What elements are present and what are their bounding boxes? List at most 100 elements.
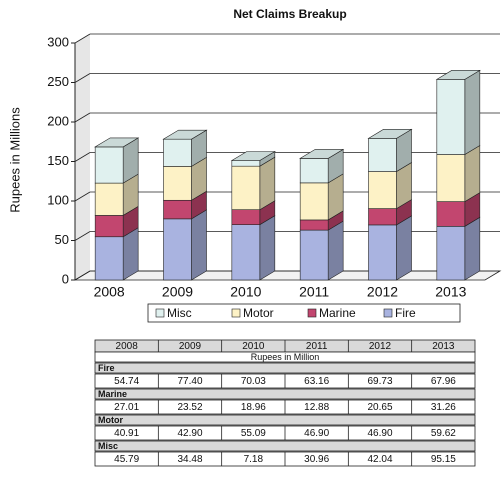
table-cell: 7.18 [244,454,264,465]
table-cell: 30.96 [304,454,329,465]
table-cell: 23.52 [177,402,202,413]
table-cell: 31.26 [431,402,456,413]
table-cell: 45.79 [114,454,139,465]
bar [436,226,466,281]
bar [299,219,329,231]
bar-side [396,215,412,281]
bar [299,229,329,281]
table-cell: 42.90 [177,428,202,439]
table-cell: 46.90 [367,428,392,439]
table-cell: 67.96 [431,376,456,387]
bar [163,166,192,201]
table-section: Marine [98,389,127,399]
bar-side [191,209,207,281]
y-tick-label: 300 [47,34,69,49]
legend-swatch [231,308,241,318]
bar-side [327,220,344,281]
grid-line [74,152,91,162]
bar [163,199,192,220]
bar [436,79,466,155]
table-header: 2011 [306,341,328,352]
y-tick-label: 150 [47,153,69,168]
legend-swatch [383,308,393,318]
bar-top [230,151,276,161]
floor [73,270,502,281]
bar-side [464,216,481,281]
bar-top [367,129,413,139]
table-section: Motor [98,415,123,425]
legend-box [147,303,461,323]
table-cell: 55.09 [241,428,266,439]
bar [299,158,329,184]
y-tick-label: 0 [62,271,69,286]
table-cell: 34.48 [177,454,202,465]
bar-top [299,149,345,159]
bar [436,154,466,202]
table-cell: 63.16 [304,376,329,387]
table-section: Misc [98,441,118,451]
bar [368,138,397,172]
legend-label: Fire [395,306,416,320]
bar [436,201,466,227]
grid-line [74,73,91,83]
bar [231,209,261,225]
grid-line [74,270,91,281]
legend-label: Misc [167,306,192,320]
table-section: Fire [98,363,115,373]
legend-swatch [307,308,317,318]
bar [368,208,397,226]
legend-label: Motor [243,306,274,320]
table-cell: 95.15 [431,454,456,465]
chart-title: Net Claims Breakup [233,7,346,21]
grid-line [74,191,91,202]
bar [94,236,124,281]
table-row [94,388,476,400]
table-cell: 54.74 [114,376,139,387]
table-cell: 59.62 [431,428,456,439]
bar [299,182,329,221]
bar-side [259,215,276,281]
y-tick-label: 200 [47,113,69,128]
bar [163,218,192,281]
table-header: 2009 [179,341,202,352]
bar [94,146,124,184]
x-tick-label: 2013 [435,284,466,300]
grid-line [74,33,91,44]
table-cell: 20.65 [367,402,392,413]
table-cell: 18.96 [241,402,266,413]
table-row [94,440,476,452]
y-tick-label: 250 [47,74,69,89]
bar [231,160,261,167]
x-tick-label: 2009 [162,284,193,300]
x-tick-label: 2010 [230,284,261,300]
bar [94,215,124,238]
table-cell: 46.90 [304,428,329,439]
x-tick-label: 2012 [367,284,398,300]
bar [368,224,397,281]
bar [231,224,261,281]
x-tick-label: 2008 [94,284,125,300]
bar-top [162,129,208,140]
y-tick-label: 50 [55,232,69,247]
table-row [94,414,476,426]
table-cell: 40.91 [114,428,139,439]
table-header: 2013 [432,341,455,352]
bar [163,138,192,167]
bar [94,182,124,216]
table-cell: 77.40 [177,376,202,387]
table-cell: 42.04 [367,454,392,465]
bar [368,171,397,209]
grid-line [74,231,91,241]
x-tick-label: 2011 [299,284,329,300]
bar [231,165,261,210]
table-header: 2012 [369,341,392,352]
table-cell: 69.73 [367,376,392,387]
bar-top [94,137,140,148]
bar-side [464,144,481,203]
grid-line [74,112,91,123]
table-row [94,362,476,374]
legend-swatch [155,308,165,318]
table-cell: 12.88 [304,402,329,413]
table-header: 2008 [116,341,139,352]
